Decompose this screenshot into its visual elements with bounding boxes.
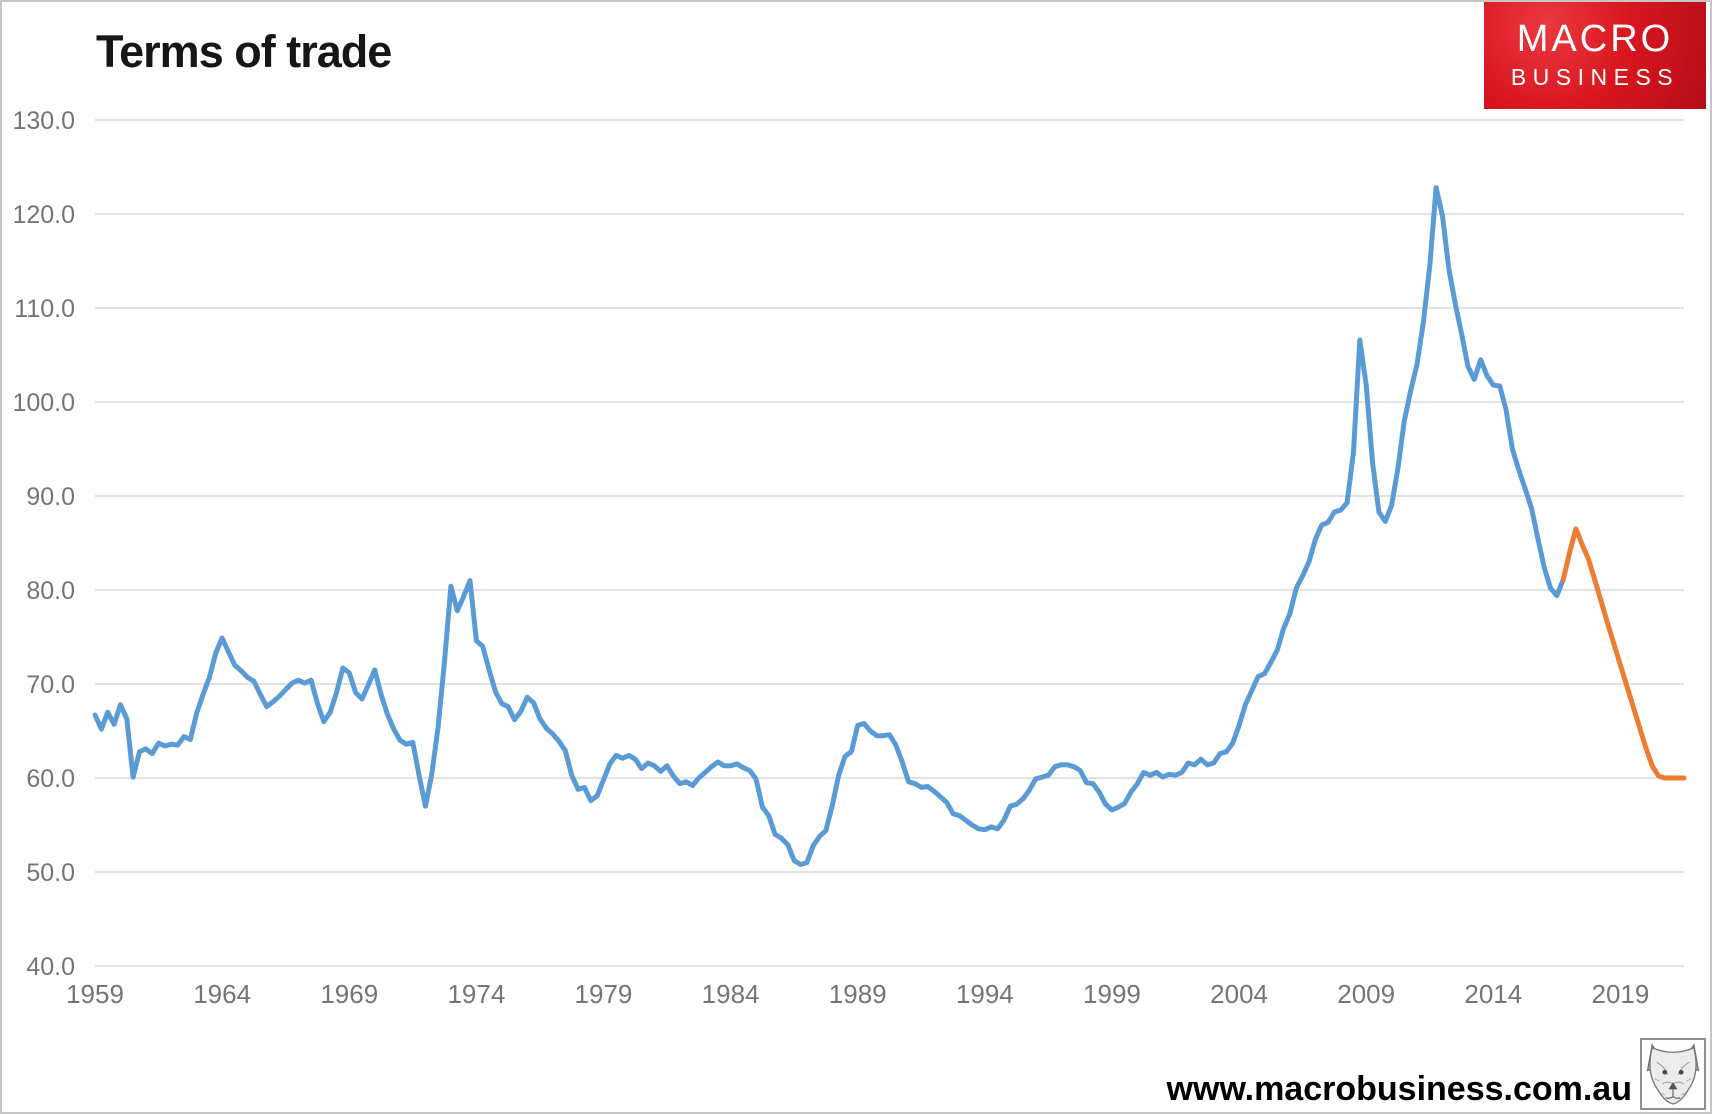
x-tick-label-1969: 1969	[320, 979, 378, 1009]
y-tick-label-60: 60.0	[26, 765, 75, 793]
series-line-forecast	[1560, 526, 1687, 781]
y-tick-label-100: 100.0	[12, 389, 75, 417]
x-tick-label-1959: 1959	[66, 979, 124, 1009]
logo-text-business: BUSINESS	[1510, 63, 1680, 90]
y-tick-label-120: 120.0	[12, 201, 75, 229]
y-tick-label-130: 130.0	[12, 107, 75, 135]
x-tick-label-1999: 1999	[1083, 979, 1141, 1009]
x-tick-label-1964: 1964	[193, 979, 251, 1009]
macrobusiness-logo: MACRO BUSINESS	[1484, 2, 1706, 109]
y-tick-label-80: 80.0	[26, 577, 75, 605]
wolf-sketch-svg	[1646, 1043, 1700, 1105]
y-tick-label-70: 70.0	[26, 671, 75, 699]
y-tick-label-50: 50.0	[26, 859, 75, 887]
y-tick-label-90: 90.0	[26, 483, 75, 511]
logo-text-macro: MACRO	[1516, 18, 1674, 61]
x-tick-label-2004: 2004	[1210, 979, 1268, 1009]
y-tick-label-40: 40.0	[26, 953, 75, 981]
x-tick-label-1974: 1974	[447, 979, 505, 1009]
series-line-actual	[92, 185, 1566, 867]
x-tick-label-1979: 1979	[575, 979, 633, 1009]
x-tick-label-1989: 1989	[829, 979, 887, 1009]
x-tick-label-2014: 2014	[1464, 979, 1522, 1009]
x-tick-label-1994: 1994	[956, 979, 1014, 1009]
wolf-icon	[1640, 1038, 1706, 1110]
watermark-url: www.macrobusiness.com.au	[1166, 1070, 1632, 1108]
y-tick-label-110: 110.0	[14, 295, 75, 323]
x-tick-label-1984: 1984	[702, 979, 760, 1009]
chart-title: Terms of trade	[96, 26, 392, 77]
x-tick-label-2009: 2009	[1337, 979, 1395, 1009]
x-tick-label-2019: 2019	[1592, 979, 1650, 1009]
